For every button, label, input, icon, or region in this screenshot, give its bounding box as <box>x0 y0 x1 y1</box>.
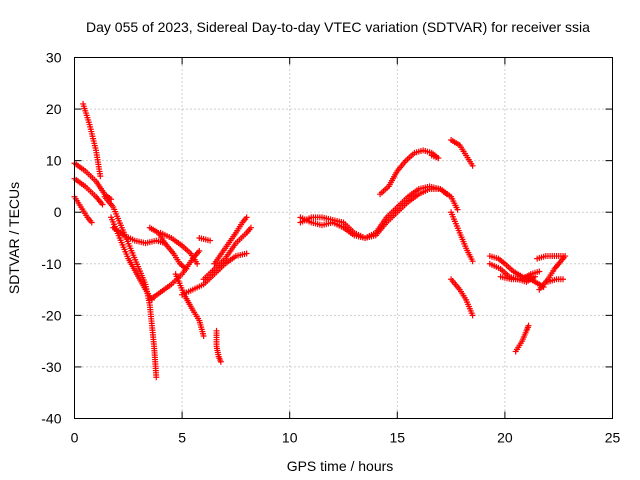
x-axis-label: GPS time / hours <box>287 458 394 474</box>
y-axis-label: SDTVAR / TECUs <box>6 182 22 294</box>
data-point <box>525 322 532 329</box>
data-point <box>243 250 250 257</box>
series-track-20 <box>428 152 442 162</box>
data-point <box>217 358 224 365</box>
data-point <box>469 162 476 169</box>
data-point <box>194 260 201 267</box>
y-tick-label: 0 <box>54 204 62 220</box>
data-point <box>247 224 254 231</box>
y-tick-label: -20 <box>41 307 61 323</box>
series-track-18 <box>297 183 461 241</box>
data-point <box>243 214 250 221</box>
data-point <box>88 219 95 226</box>
x-tick-label: 20 <box>497 430 513 446</box>
data-point <box>207 237 214 244</box>
series-track-30 <box>544 276 567 285</box>
series-track-02 <box>71 160 115 203</box>
data-point <box>161 240 168 247</box>
series-track-29 <box>512 322 532 355</box>
y-tick-label: -40 <box>41 411 61 427</box>
axis-ticks <box>74 57 613 419</box>
x-tick-label: 25 <box>605 430 621 446</box>
x-tick-label: 15 <box>390 430 406 446</box>
series-track-09 <box>172 271 207 339</box>
series-track-06 <box>108 214 155 303</box>
y-tick-label: 30 <box>46 50 62 66</box>
data-point <box>435 155 442 162</box>
series-track-10 <box>157 229 201 267</box>
series-track-26 <box>497 268 543 283</box>
y-tick-label: 20 <box>46 101 62 117</box>
data-point <box>536 268 543 275</box>
series-track-03 <box>71 175 106 208</box>
data-points <box>71 100 569 381</box>
chart-title: Day 055 of 2023, Sidereal Day-to-day VTE… <box>86 19 590 35</box>
data-point <box>469 258 476 265</box>
series-track-14 <box>211 214 250 267</box>
data-point <box>469 312 476 319</box>
series-track-15 <box>196 235 214 244</box>
plot-frame <box>74 57 613 419</box>
tick-labels: 0 5 10 15 20 25 -40 -30 -20 -10 0 10 20 30 <box>41 50 620 446</box>
data-point <box>97 173 104 180</box>
y-tick-label: -10 <box>41 256 61 272</box>
x-tick-label: 10 <box>282 430 298 446</box>
x-tick-label: 5 <box>178 430 186 446</box>
y-tick-label: 10 <box>46 153 62 169</box>
series-track-04 <box>71 193 95 226</box>
series-track-16 <box>213 327 224 365</box>
series-track-13 <box>200 224 254 283</box>
series-track-11 <box>146 224 168 247</box>
grid <box>74 57 613 419</box>
series-track-22 <box>448 209 476 265</box>
data-point <box>560 276 567 283</box>
data-point <box>200 332 207 339</box>
y-tick-label: -30 <box>41 359 61 375</box>
data-point <box>196 247 203 254</box>
series-track-27 <box>536 253 569 293</box>
series-track-23 <box>448 276 476 319</box>
data-point <box>454 206 461 213</box>
series-track-21 <box>448 137 476 169</box>
data-point <box>99 201 106 208</box>
series-track-01 <box>80 100 104 180</box>
x-tick-label: 0 <box>71 430 79 446</box>
series-track-12 <box>179 250 250 298</box>
series-track-28 <box>534 253 567 262</box>
data-point <box>153 374 160 381</box>
data-point <box>560 253 567 260</box>
